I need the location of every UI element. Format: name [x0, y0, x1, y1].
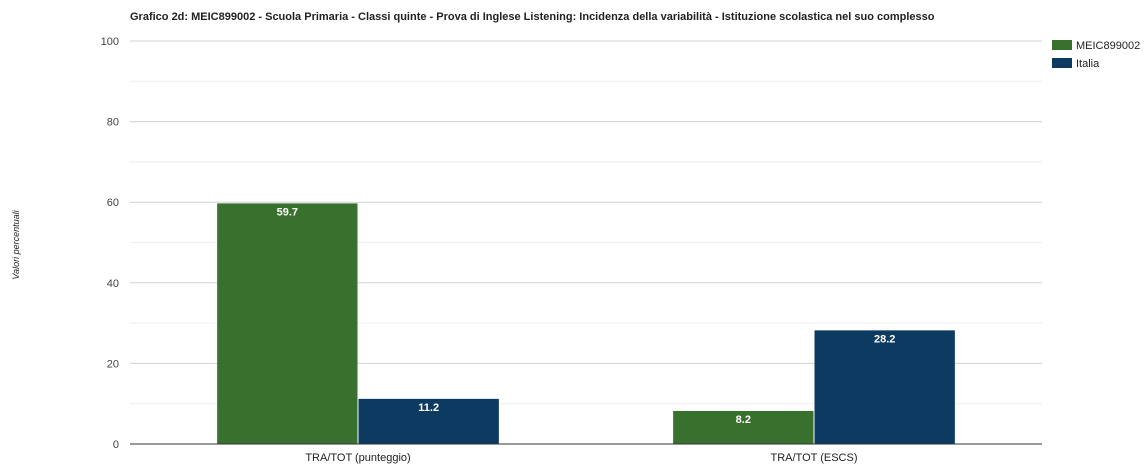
y-tick-label: 100: [101, 36, 119, 48]
y-tick-label: 80: [107, 117, 119, 129]
data-label: 11.2: [418, 402, 439, 414]
bar: [673, 410, 814, 444]
x-tick-label: TRA/TOT (punteggio): [305, 452, 410, 464]
legend-swatch: [1052, 58, 1072, 68]
y-tick-label: 20: [107, 358, 119, 370]
y-tick-label: 40: [107, 278, 119, 290]
y-tick-label: 60: [107, 197, 119, 209]
legend-label: Italia: [1076, 58, 1100, 70]
data-label: 59.7: [277, 206, 298, 218]
legend-swatch: [1052, 40, 1072, 50]
y-tick-label: 0: [113, 439, 119, 451]
legend-label: MEIC899002: [1076, 40, 1140, 52]
data-label: 8.2: [736, 414, 751, 426]
x-tick-label: TRA/TOT (ESCS): [771, 452, 858, 464]
data-label: 28.2: [874, 333, 895, 345]
chart-title: Grafico 2d: MEIC899002 - Scuola Primaria…: [130, 11, 935, 23]
bar: [814, 330, 955, 444]
bar: [358, 398, 499, 444]
bar: [217, 203, 358, 444]
